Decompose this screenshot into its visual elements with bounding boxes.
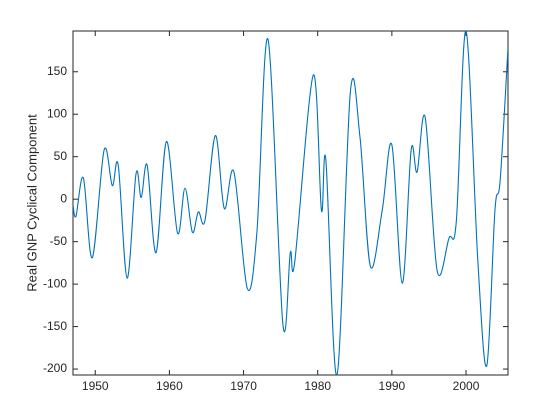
- x-tick-label: 1960: [156, 379, 183, 393]
- x-tick-label: 1990: [379, 379, 406, 393]
- y-tick-label: -50: [50, 234, 68, 248]
- y-tick-label: 50: [54, 149, 68, 163]
- axes-box: [72, 30, 509, 376]
- y-tick-label: 0: [60, 191, 67, 205]
- y-tick-label: -200: [43, 361, 67, 375]
- y-tick-label: -100: [43, 276, 67, 290]
- x-tick-label: 1970: [230, 379, 257, 393]
- y-axis-label: Real GNP Cyclical Component: [24, 114, 39, 292]
- x-tick-label: 1950: [82, 379, 109, 393]
- y-tick-label: -150: [43, 319, 67, 333]
- y-tick-label: 150: [47, 64, 67, 78]
- series-line: [73, 31, 508, 375]
- x-tick-label: 1980: [304, 379, 331, 393]
- x-tick-label: 2000: [453, 379, 480, 393]
- y-tick-label: 100: [47, 106, 67, 120]
